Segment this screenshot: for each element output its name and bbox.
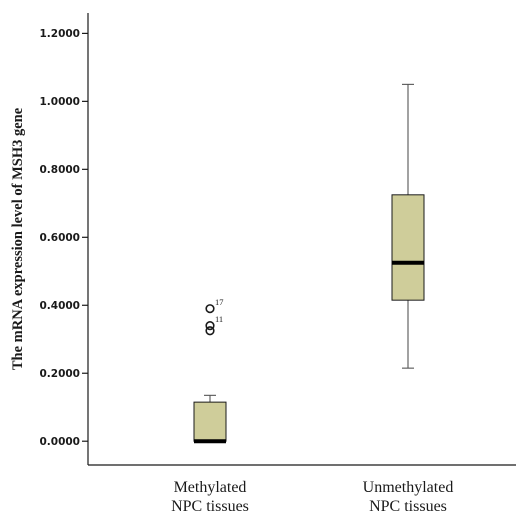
outlier-label: 11 (215, 314, 223, 324)
y-tick-label: 0.6000 (39, 232, 80, 244)
outlier-point (205, 326, 215, 336)
x-category-label: Methylated (174, 479, 247, 496)
box-iqr (391, 194, 425, 301)
x-category-label: NPC tissues (171, 498, 249, 515)
x-category-label: NPC tissues (369, 498, 447, 515)
y-tick-label: 1.2000 (39, 28, 80, 40)
box-group (391, 83, 425, 369)
axes (87, 13, 516, 466)
outlier-point (205, 304, 215, 314)
y-tick-label: 1.0000 (39, 96, 80, 108)
outlier-point (205, 321, 215, 331)
x-axis-labels: Methylated NPC tissues Unmethylated NPC tis… (171, 479, 453, 515)
x-category-label: Unmethylated (363, 479, 454, 496)
y-axis-ticks: 0.0000 0.2000 0.4000 0.6000 0.8000 1.0000 1.20… (39, 28, 88, 448)
outlier-label: 17 (215, 297, 224, 307)
y-tick-label: 0.2000 (39, 368, 80, 380)
y-axis-title: The mRNA expression level of MSH3 gene (10, 107, 26, 370)
box-iqr (193, 401, 227, 442)
y-tick-label: 0.8000 (39, 164, 80, 176)
y-tick-label: 0.4000 (39, 300, 80, 312)
y-tick-label: 0.0000 (39, 436, 80, 448)
